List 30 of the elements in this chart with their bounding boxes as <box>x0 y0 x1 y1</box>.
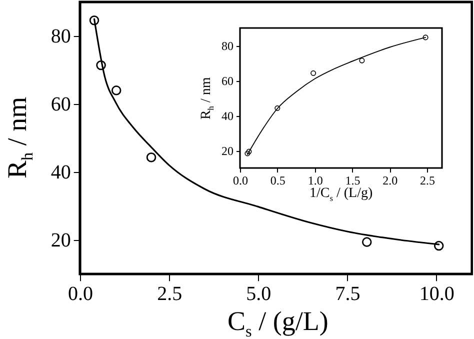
point <box>434 240 444 251</box>
y-tick-label: 40 <box>50 162 71 184</box>
point <box>310 70 316 76</box>
x-tick-label: 5.0 <box>246 283 272 306</box>
x-tick-label: 0.0 <box>68 283 93 306</box>
point <box>359 58 365 64</box>
point <box>89 15 100 26</box>
y-tick-label: 20 <box>50 230 71 252</box>
point <box>146 152 156 162</box>
x-axis-title: 1/C$_{s}$ / (L/g) <box>310 186 373 203</box>
y-tick-label: 60 <box>222 74 234 88</box>
y-tick-label: 20 <box>222 144 234 158</box>
x-tick-label: 7.5 <box>335 283 360 306</box>
y-tick-label: 60 <box>50 94 71 116</box>
y-tick-label: 40 <box>222 109 234 123</box>
x-axis-title: C$_{s}$ / (g/L) <box>228 306 328 339</box>
x-tick-label: 1.0 <box>308 174 323 188</box>
point <box>111 86 122 96</box>
x-tick-label: 0.5 <box>270 174 286 188</box>
x-tick-label: 2.0 <box>382 174 398 188</box>
x-tick-label: 10.0 <box>419 283 454 306</box>
point <box>96 60 106 70</box>
x-tick-label: 0.0 <box>233 174 248 188</box>
point <box>362 237 372 247</box>
x-tick-label: 2.5 <box>420 174 436 188</box>
x-tick-label: 1.5 <box>345 174 360 188</box>
x-tick-label: 2.5 <box>157 283 182 306</box>
y-tick-label: 80 <box>50 26 71 48</box>
y-tick-label: 80 <box>222 39 234 53</box>
point <box>274 105 280 111</box>
